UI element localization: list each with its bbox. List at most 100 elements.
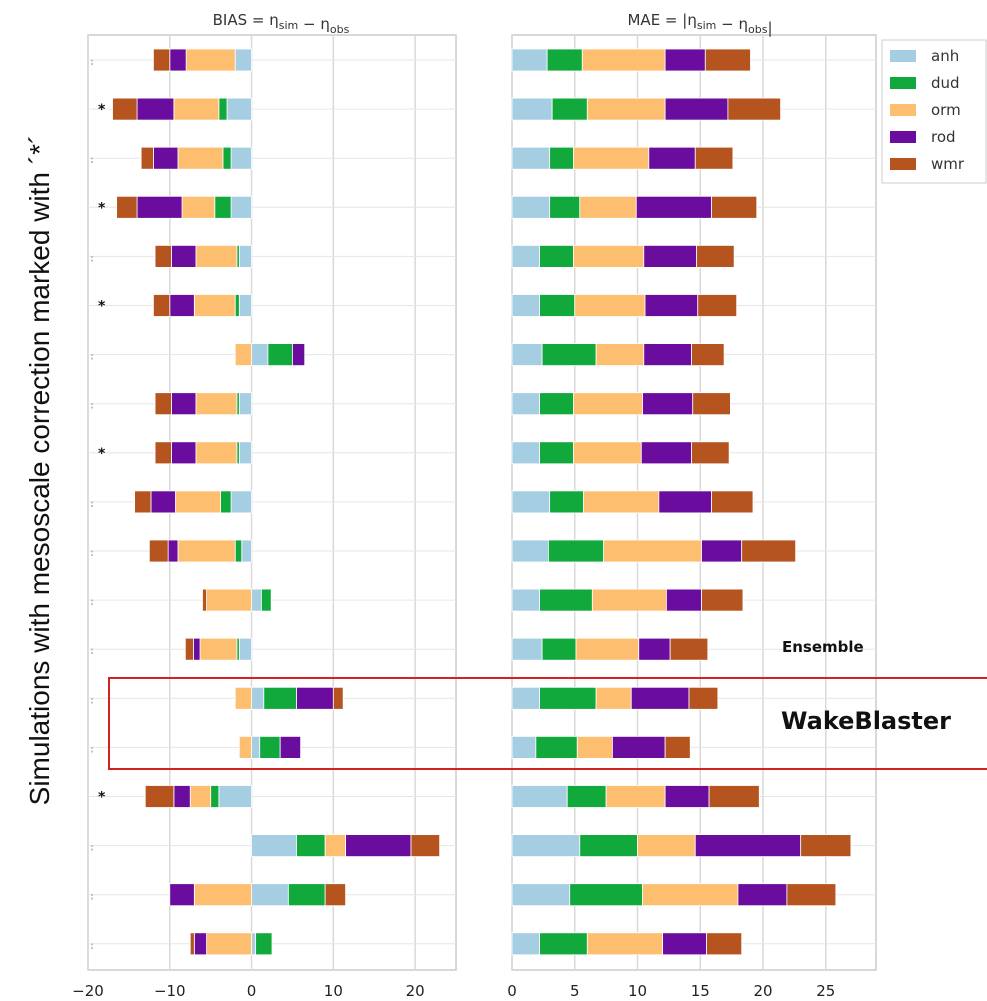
legend-swatch-anh bbox=[890, 50, 916, 62]
bias-bar-anh bbox=[251, 343, 269, 367]
mae-bar-anh bbox=[511, 244, 541, 268]
bias-bar-anh bbox=[226, 97, 252, 121]
bias-bar-orm bbox=[175, 490, 221, 514]
mae-bar-anh bbox=[511, 883, 571, 907]
bias-bar-wmr bbox=[332, 686, 344, 710]
legend-label-wmr: wmr bbox=[931, 155, 965, 173]
mae-bar-rod bbox=[694, 834, 802, 857]
bias-bar-anh bbox=[238, 392, 252, 416]
mae-bar-dud bbox=[546, 48, 583, 72]
mae-bar-dud bbox=[569, 883, 643, 907]
mae-bar-wmr bbox=[706, 932, 743, 956]
mae-bar-rod bbox=[643, 343, 692, 367]
mae-bar-dud bbox=[541, 637, 577, 661]
mae-bar-dud bbox=[549, 195, 581, 219]
bias-bar-anh bbox=[241, 539, 252, 563]
bias-bar-dud bbox=[260, 588, 272, 612]
bias-bar-anh bbox=[238, 294, 252, 317]
bias-bar-dud bbox=[255, 932, 273, 956]
row-tick-marker: : bbox=[90, 843, 94, 854]
bias-bar-anh bbox=[251, 588, 262, 612]
bias-bar-wmr bbox=[153, 294, 171, 317]
row-tick-marker: : bbox=[90, 352, 94, 363]
bias-bar-anh bbox=[230, 195, 252, 219]
legend-swatch-wmr bbox=[890, 158, 916, 170]
mae-bar-rod bbox=[643, 244, 697, 268]
mae-bar-wmr bbox=[741, 539, 797, 563]
bias-bar-dud bbox=[220, 490, 232, 514]
bias-bar-orm bbox=[181, 195, 216, 219]
mae-bar-orm bbox=[573, 244, 645, 268]
mae-bar-wmr bbox=[711, 490, 754, 514]
mae-bar-rod bbox=[662, 932, 707, 956]
mae-bar-anh bbox=[511, 343, 543, 367]
bias-bar-orm bbox=[177, 146, 224, 170]
bias-tick-label: −10 bbox=[154, 982, 186, 1000]
mae-tick-label: 0 bbox=[507, 982, 517, 1000]
row-tick-marker: : bbox=[90, 941, 94, 952]
row-tick-marker: : bbox=[90, 499, 94, 510]
mae-bar-anh bbox=[511, 637, 543, 661]
bias-bar-wmr bbox=[112, 97, 138, 121]
bias-bar-wmr bbox=[184, 637, 194, 661]
bias-bar-anh bbox=[238, 441, 252, 465]
mae-bar-orm bbox=[591, 588, 667, 612]
mae-bar-dud bbox=[539, 294, 576, 317]
mae-bar-wmr bbox=[697, 294, 738, 317]
mae-tick-label: 15 bbox=[691, 982, 710, 1000]
mae-bar-rod bbox=[648, 146, 696, 170]
bias-title: BIAS = ηsim − ηobs bbox=[213, 11, 350, 36]
bias-tick-label: 0 bbox=[247, 982, 257, 1000]
mae-bar-orm bbox=[575, 637, 640, 661]
mae-panel: MAE = |ηsim − ηobs| 0 5 10 15 20 25 bbox=[507, 11, 877, 1000]
legend-swatch-dud bbox=[890, 77, 916, 89]
bias-bar-wmr bbox=[153, 48, 171, 72]
mae-bar-wmr bbox=[691, 343, 725, 367]
bias-bar-wmr bbox=[154, 392, 172, 416]
bias-bar-dud bbox=[234, 294, 240, 317]
mae-bar-rod bbox=[644, 294, 699, 317]
wakeblaster-annotation: WakeBlaster bbox=[781, 707, 951, 735]
mae-bar-orm bbox=[586, 97, 666, 121]
mae-bar-wmr bbox=[786, 883, 837, 907]
bias-bar-wmr bbox=[154, 441, 172, 465]
mae-bar-orm bbox=[573, 392, 643, 416]
mae-bar-dud bbox=[539, 932, 588, 956]
mae-bar-wmr bbox=[727, 97, 782, 121]
bias-bar-anh bbox=[238, 637, 252, 661]
bias-bar-orm bbox=[177, 539, 236, 563]
mae-title: MAE = |ηsim − ηobs| bbox=[627, 11, 772, 37]
bias-bar-anh bbox=[230, 146, 252, 170]
mae-bar-orm bbox=[579, 195, 637, 219]
bias-bar-rod bbox=[136, 195, 183, 219]
row-tick-marker: : bbox=[90, 253, 94, 264]
mae-bar-wmr bbox=[708, 785, 760, 808]
bias-bar-orm bbox=[206, 932, 252, 956]
mae-bar-rod bbox=[642, 392, 694, 416]
mae-bar-anh bbox=[511, 834, 581, 857]
bias-bar-dud bbox=[210, 785, 220, 808]
bias-bar-anh bbox=[251, 834, 297, 857]
bias-bar-rod bbox=[171, 244, 197, 268]
mae-bar-dud bbox=[566, 785, 607, 808]
mae-bar-anh bbox=[511, 785, 568, 808]
mae-bar-anh bbox=[511, 195, 551, 219]
mae-bar-rod bbox=[638, 637, 671, 661]
mae-bar-anh bbox=[511, 392, 541, 416]
bias-bar-orm bbox=[195, 392, 238, 416]
bias-bar-rod bbox=[292, 343, 306, 367]
bias-tick-label: −20 bbox=[72, 982, 104, 1000]
bias-bar-rod bbox=[136, 97, 175, 121]
bias-bar-anh bbox=[218, 785, 252, 808]
mae-bar-anh bbox=[511, 97, 553, 121]
row-tick-marker: : bbox=[90, 597, 94, 608]
mesoscale-star-marker: * bbox=[98, 102, 106, 118]
mae-tick-label: 10 bbox=[628, 982, 647, 1000]
mae-bar-orm bbox=[642, 883, 739, 907]
wakeblaster-highlight-box bbox=[108, 677, 987, 770]
bias-bar-dud bbox=[296, 834, 326, 857]
mae-bar-orm bbox=[603, 539, 702, 563]
bias-bar-dud bbox=[234, 539, 243, 563]
bias-bar-rod bbox=[173, 785, 191, 808]
mae-bar-rod bbox=[664, 48, 706, 72]
